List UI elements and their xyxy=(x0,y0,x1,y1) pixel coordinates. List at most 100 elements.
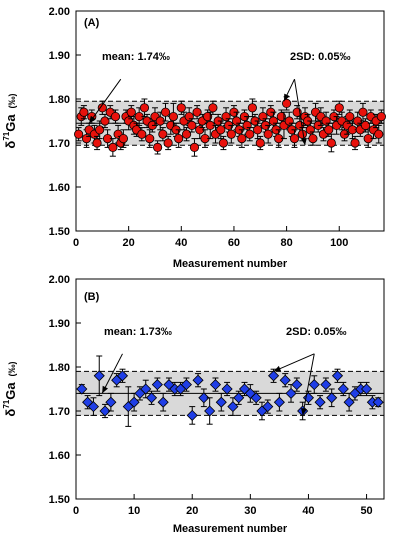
panel-b-data-point xyxy=(308,375,320,394)
panel-b-data-point xyxy=(157,392,169,412)
panel-b-mean-annotation: mean: 1.73‰ xyxy=(104,326,172,338)
panel-b-data-point xyxy=(87,397,99,416)
panel-a-data-point xyxy=(74,127,84,142)
panel-b-y-axis-delta: δ xyxy=(3,409,18,417)
panel-b-data-point xyxy=(145,390,158,405)
panel-a-circle-marker xyxy=(245,129,255,139)
panel-a-circle-marker xyxy=(289,134,300,144)
panel-a-y-tick-label: 1.60 xyxy=(49,182,70,194)
panel-b-diamond-marker xyxy=(192,374,204,386)
panel-a-annotation-arrows xyxy=(88,78,307,146)
panel-a-data-point xyxy=(347,120,358,140)
panel-b-data-point xyxy=(285,384,297,403)
panel-a-circle-marker xyxy=(326,138,336,148)
panel-b-data-point xyxy=(209,377,222,392)
panel-b-data-point xyxy=(215,392,227,412)
panel-a-y-tick-label: 1.90 xyxy=(49,50,70,62)
panel-b-diamond-marker xyxy=(361,383,373,395)
panel-a-data-point xyxy=(326,133,336,153)
panel-a-y-axis-delta: δ xyxy=(3,141,18,149)
panel-b-data-point xyxy=(273,392,285,412)
panel-b-y-axis-element: Ga xyxy=(3,382,18,400)
panel-a-data-point xyxy=(289,129,300,148)
panel-a-circle-marker xyxy=(145,134,155,144)
panel-a: 0 20 40 60 80 100 1.50 1.60 1.70 1.80 1.90 2.00 (A)… xyxy=(2,6,386,270)
panel-b-y-tick-label: 1.80 xyxy=(49,362,70,374)
panel-a-circle-marker xyxy=(95,125,105,135)
panel-a-circle-marker xyxy=(247,103,257,113)
panel-b-y-tick-label: 2.00 xyxy=(49,274,70,286)
panel-b-x-tick-label: 30 xyxy=(244,505,256,517)
panel-b-diamond-marker xyxy=(227,401,239,413)
panel-a-data-point xyxy=(137,127,147,142)
panel-a-circle-marker xyxy=(189,142,200,152)
panel-b-diamond-marker xyxy=(87,401,99,413)
panel-b-diamond-marker xyxy=(145,392,158,404)
panel-b-data-point xyxy=(221,381,233,397)
panel-a-data-point xyxy=(158,127,168,142)
panel-a-data-point xyxy=(160,102,171,122)
panel-b-x-tick-label: 40 xyxy=(302,505,314,517)
panel-b-data-point xyxy=(76,383,88,395)
panel-b-arrowhead xyxy=(273,365,282,372)
panel-b-diamond-marker xyxy=(262,401,274,413)
panel-a-data-point xyxy=(218,135,229,151)
panel-a-data-point xyxy=(237,129,247,148)
panel-a-circle-marker xyxy=(97,103,107,113)
panel-a-data-point xyxy=(189,138,200,157)
panel-b-x-axis-title: Measurement number xyxy=(173,523,288,535)
panel-b-label: (B) xyxy=(84,291,100,303)
panel-a-2sd-annotation: 2SD: 0.05‰ xyxy=(290,51,351,63)
panel-a-circle-marker xyxy=(263,129,273,139)
panel-a-circle-marker xyxy=(192,107,202,117)
panel-a-circle-marker xyxy=(168,112,179,122)
panel-b-y-axis-unit: (‰) xyxy=(7,361,17,376)
panel-a-data-point xyxy=(216,120,226,140)
panel-a-circle-marker xyxy=(358,107,368,117)
panel-a-circle-marker xyxy=(108,142,118,152)
panel-b-data-point xyxy=(93,355,105,397)
panel-a-data-point xyxy=(197,113,207,129)
panel-a-data-point xyxy=(308,131,318,146)
panel-b-data-point xyxy=(337,381,349,397)
panel-b-data-point xyxy=(151,377,163,392)
panel-a-circle-marker xyxy=(208,103,218,113)
panel-a-data-point xyxy=(210,124,221,144)
panel-b-diamond-marker xyxy=(105,396,117,408)
panel-a-circle-marker xyxy=(160,107,171,117)
panel-a-circle-marker xyxy=(255,138,265,148)
panel-a-data-point xyxy=(226,124,236,144)
panel-a-y-axis-unit: (‰) xyxy=(7,93,17,108)
panel-a-plot-frame xyxy=(75,10,385,232)
panel-b-data-point xyxy=(192,373,204,388)
panel-b-diamond-marker xyxy=(233,392,245,404)
panel-a-data-point xyxy=(79,105,89,120)
panel-b-diamond-marker xyxy=(279,374,291,386)
panel-b-data-point xyxy=(268,368,280,383)
panel-a-data-points xyxy=(74,96,386,157)
panel-b-x-tick-label: 20 xyxy=(186,505,198,517)
panel-b-x-tick-label: 0 xyxy=(73,505,79,517)
panel-b-y-axis-title: δ71Ga (‰) xyxy=(2,361,18,416)
panel-b-data-point xyxy=(99,403,111,419)
panel-b-ticks: 0 10 20 30 40 50 1.50 1.60 1.70 1.80 1.90 2.00 xyxy=(49,274,373,517)
panel-b: 0 10 20 30 40 501.501.601.701.801.902.00 (B) … xyxy=(2,274,385,535)
panel-a-y-axis-isotope: 71 xyxy=(2,131,11,140)
panel-a-circle-marker xyxy=(374,129,384,139)
panel-a-circle-marker xyxy=(174,134,184,144)
panel-b-y-tick-label: 1.60 xyxy=(49,450,70,462)
panel-a-arrowhead xyxy=(283,93,290,102)
panel-b-data-point xyxy=(233,390,245,405)
panel-a-y-tick-label: 1.80 xyxy=(49,94,70,106)
panel-b-y-tick-label: 1.50 xyxy=(49,494,70,506)
panel-b-diamond-marker xyxy=(151,379,163,391)
panel-a-x-tick-label: 60 xyxy=(228,237,240,249)
panel-b-data-point xyxy=(250,390,262,405)
panel-b-diamond-marker xyxy=(180,379,192,391)
panel-b-diamond-marker xyxy=(314,396,326,408)
panel-b-arrowhead xyxy=(102,385,109,394)
panel-b-annotation-arrow-1 xyxy=(273,353,315,372)
panel-b-data-point xyxy=(291,377,303,392)
panel-a-circle-marker xyxy=(118,134,128,144)
panel-a-circle-marker xyxy=(281,98,292,109)
